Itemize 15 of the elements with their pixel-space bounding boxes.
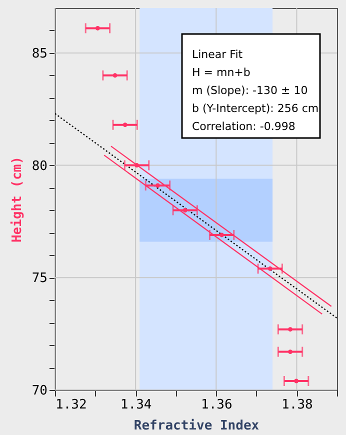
y-axis-title: Height (cm) bbox=[10, 156, 25, 243]
y-tick-label: 80 bbox=[32, 158, 48, 174]
x-tick-label: 1.34 bbox=[120, 398, 152, 412]
annotation: Correlation: -0.998 bbox=[192, 120, 296, 133]
x-tick-label: 1.38 bbox=[282, 398, 313, 412]
annotation: Linear Fit bbox=[192, 48, 244, 61]
annotation: m (Slope): -130 ± 10 bbox=[192, 84, 308, 97]
annotation: b (Y-Intercept): 256 cm bbox=[192, 102, 319, 115]
x-axis-title: Refractive Index bbox=[134, 418, 260, 434]
y-tick-label: 70 bbox=[32, 384, 48, 398]
x-tick-label: 1.36 bbox=[200, 398, 232, 412]
y-tick-label: 85 bbox=[32, 46, 48, 62]
x-tick-label: 1.32 bbox=[56, 398, 87, 412]
y-tick-label: 75 bbox=[32, 271, 48, 286]
annotation: H = mn+b bbox=[192, 66, 250, 79]
